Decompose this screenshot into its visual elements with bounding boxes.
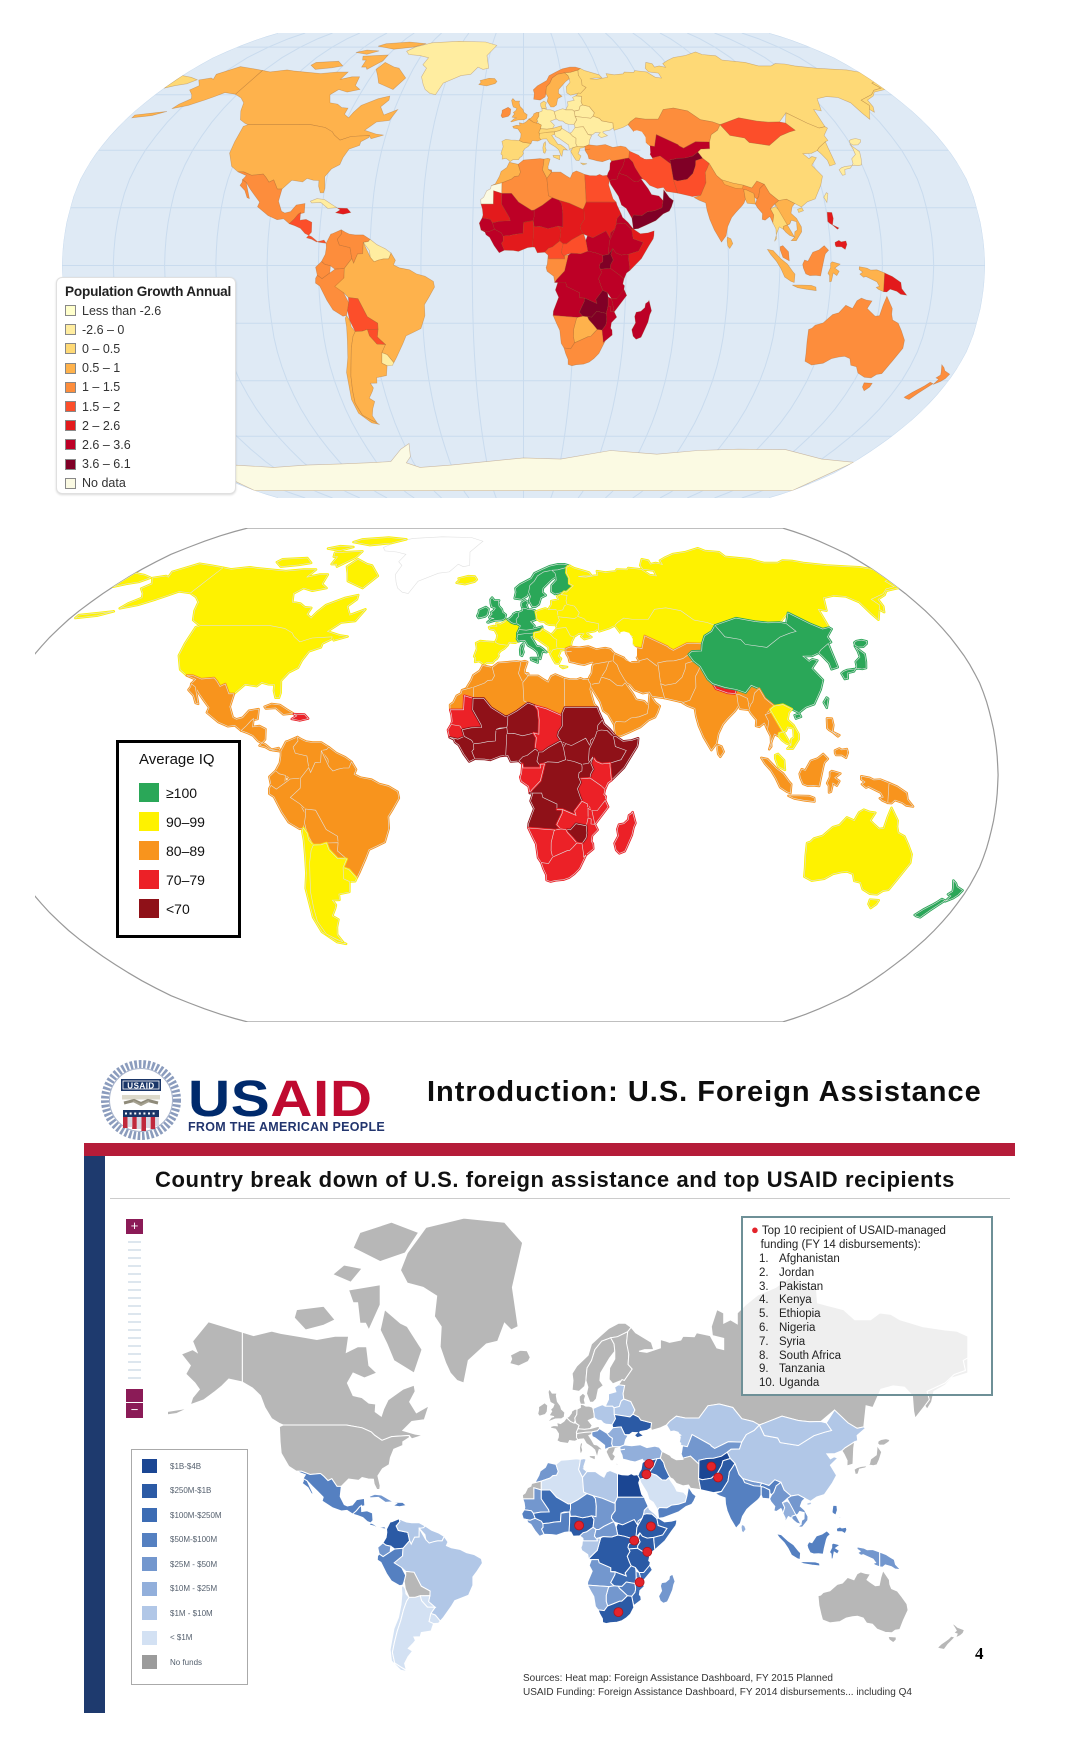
svg-text:USAID: USAID <box>127 1082 154 1091</box>
